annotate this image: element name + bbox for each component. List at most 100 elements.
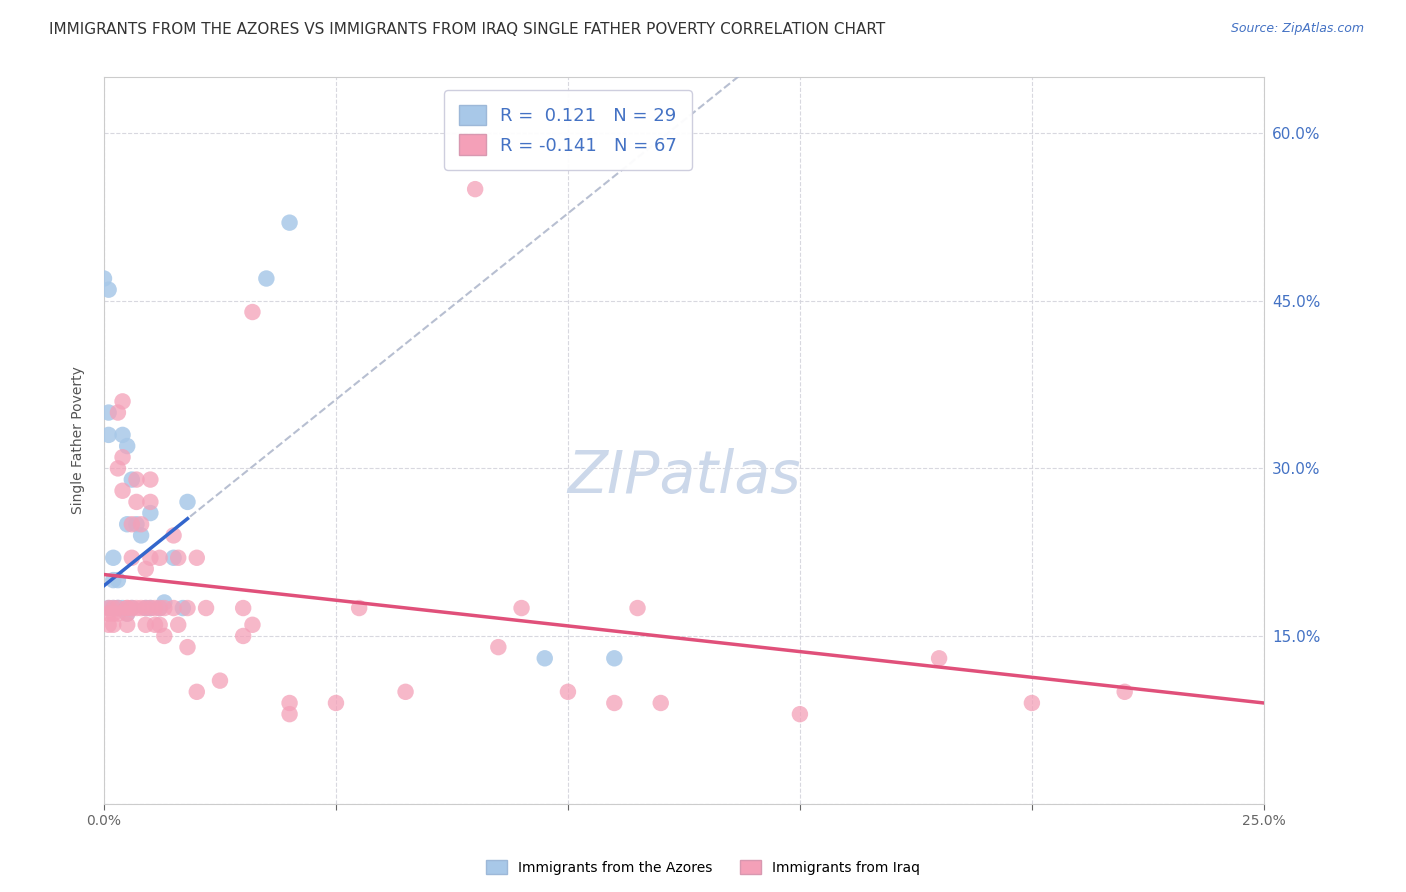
Point <box>121 473 143 487</box>
Point <box>143 601 166 615</box>
Point <box>103 573 125 587</box>
Point <box>650 696 672 710</box>
Point <box>93 271 115 285</box>
Point <box>129 528 152 542</box>
Point <box>149 601 172 615</box>
Point <box>115 607 138 621</box>
Point <box>208 673 231 688</box>
Point <box>162 550 184 565</box>
Point <box>103 550 125 565</box>
Point <box>278 696 301 710</box>
Point <box>97 601 120 615</box>
Point <box>176 640 198 654</box>
Point <box>111 450 134 465</box>
Point <box>172 601 194 615</box>
Point <box>107 607 129 621</box>
Point <box>111 601 134 615</box>
Point <box>125 473 148 487</box>
Point <box>103 617 125 632</box>
Point <box>97 601 120 615</box>
Point <box>121 601 143 615</box>
Point <box>162 601 184 615</box>
Point <box>139 495 162 509</box>
Point <box>1114 685 1136 699</box>
Point <box>325 696 347 710</box>
Point <box>107 601 129 615</box>
Point <box>232 629 254 643</box>
Point <box>232 601 254 615</box>
Point <box>111 394 134 409</box>
Point <box>107 573 129 587</box>
Point <box>153 629 176 643</box>
Point <box>626 601 648 615</box>
Point <box>125 495 148 509</box>
Point <box>167 550 190 565</box>
Point <box>115 617 138 632</box>
Point <box>162 528 184 542</box>
Point <box>111 483 134 498</box>
Point <box>254 271 277 285</box>
Point <box>167 617 190 632</box>
Point <box>195 601 218 615</box>
Point <box>97 617 120 632</box>
Point <box>129 601 152 615</box>
Point <box>242 305 264 319</box>
Point <box>557 685 579 699</box>
Point <box>149 617 172 632</box>
Point <box>115 601 138 615</box>
Point <box>153 601 176 615</box>
Point <box>510 601 533 615</box>
Point <box>103 601 125 615</box>
Point <box>97 406 120 420</box>
Point <box>135 601 157 615</box>
Point <box>1021 696 1043 710</box>
Point <box>242 617 264 632</box>
Point <box>135 562 157 576</box>
Point <box>97 283 120 297</box>
Point <box>135 617 157 632</box>
Point <box>115 517 138 532</box>
Point <box>486 640 509 654</box>
Text: ZIPatlas: ZIPatlas <box>567 449 800 505</box>
Point <box>97 428 120 442</box>
Point <box>107 461 129 475</box>
Point <box>603 696 626 710</box>
Point <box>135 601 157 615</box>
Point <box>115 601 138 615</box>
Point <box>107 601 129 615</box>
Point <box>103 601 125 615</box>
Point <box>107 601 129 615</box>
Point <box>278 707 301 722</box>
Point <box>121 517 143 532</box>
Point <box>111 428 134 442</box>
Point <box>176 601 198 615</box>
Point <box>121 550 143 565</box>
Text: Source: ZipAtlas.com: Source: ZipAtlas.com <box>1230 22 1364 36</box>
Point <box>121 601 143 615</box>
Point <box>139 550 162 565</box>
Point <box>129 517 152 532</box>
Point <box>115 439 138 453</box>
Point <box>115 607 138 621</box>
Point <box>149 601 172 615</box>
Point <box>789 707 811 722</box>
Point <box>139 473 162 487</box>
Point <box>107 406 129 420</box>
Point <box>603 651 626 665</box>
Point <box>394 685 416 699</box>
Point <box>347 601 370 615</box>
Point <box>139 506 162 520</box>
Point <box>278 216 301 230</box>
Point <box>153 595 176 609</box>
Point <box>125 517 148 532</box>
Point <box>97 607 120 621</box>
Point <box>186 550 208 565</box>
Point <box>149 550 172 565</box>
Legend: R =  0.121   N = 29, R = -0.141   N = 67: R = 0.121 N = 29, R = -0.141 N = 67 <box>444 90 692 169</box>
Point <box>533 651 555 665</box>
Point <box>186 685 208 699</box>
Point <box>176 495 198 509</box>
Y-axis label: Single Father Poverty: Single Father Poverty <box>72 367 86 515</box>
Point <box>464 182 486 196</box>
Point <box>143 617 166 632</box>
